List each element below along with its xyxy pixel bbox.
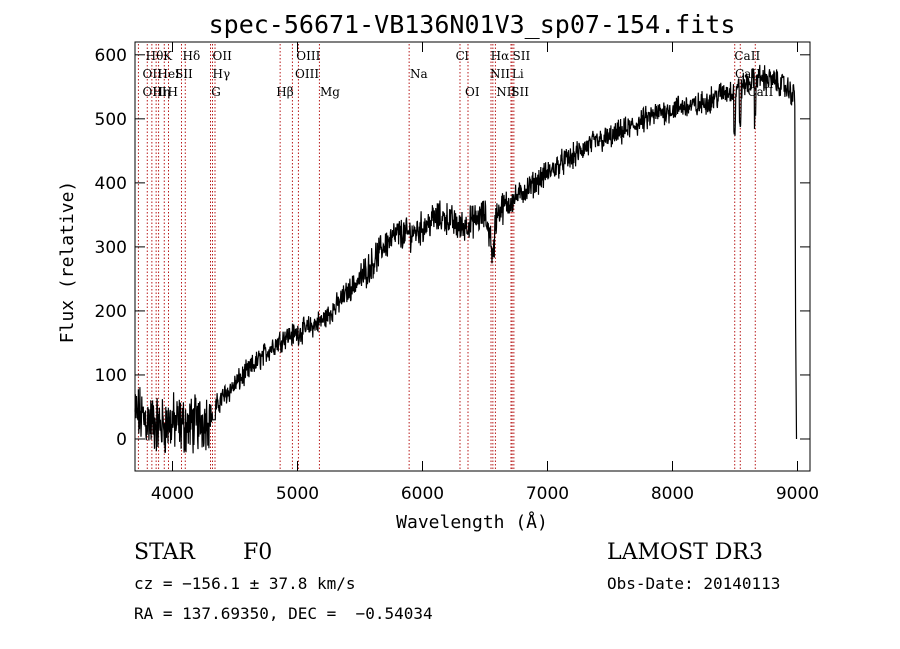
- line-marker-label: G: [211, 85, 221, 99]
- survey-name: LAMOST DR3: [607, 540, 763, 565]
- y-axis-ticks: 0 100 200 300 400 500 600: [95, 46, 810, 450]
- line-marker-label: OIII: [143, 85, 167, 99]
- ra-dec-coordinates: RA = 137.69350, DEC = −0.54034: [134, 604, 433, 623]
- line-marker-label: Li: [512, 67, 524, 81]
- line-marker-label: OI: [465, 85, 480, 99]
- line-marker-label: Hθ: [146, 49, 164, 63]
- redshift-velocity: cz = −156.1 ± 37.8 km/s: [134, 574, 356, 593]
- x-tick-label: 8000: [651, 484, 694, 504]
- plot-frame: [134, 41, 811, 472]
- y-tick-label: 100: [95, 366, 127, 386]
- y-tick-label: 500: [95, 110, 127, 130]
- x-tick-label: 4000: [151, 484, 194, 504]
- x-tick-label: 5000: [276, 484, 319, 504]
- line-marker-label: H: [168, 85, 178, 99]
- y-tick-label: 0: [116, 430, 127, 450]
- y-tick-label: 300: [95, 238, 127, 258]
- x-tick-label: 7000: [526, 484, 569, 504]
- x-axis-label: Wavelength (Å): [396, 511, 548, 533]
- line-marker-label: Hδ: [183, 49, 201, 63]
- line-marker-label: Mg: [320, 85, 340, 99]
- y-axis-label: Flux (relative): [57, 181, 78, 344]
- x-tick-label: 9000: [776, 484, 819, 504]
- x-tick-label: 6000: [401, 484, 444, 504]
- line-marker-label: Hβ: [276, 85, 293, 99]
- line-marker-label: NII: [496, 85, 516, 99]
- x-axis-ticks: 4000 5000 6000 7000 8000 9000: [151, 42, 819, 504]
- line-marker-label: K: [163, 49, 173, 63]
- spectrum-line: [134, 64, 798, 454]
- line-marker-label: Hη: [153, 85, 171, 99]
- line-marker-label: Cl: [456, 49, 469, 63]
- y-tick-label: 600: [95, 46, 127, 66]
- line-marker-label: OII: [143, 67, 163, 81]
- line-marker-label: OII: [213, 49, 233, 63]
- line-marker-label: SII: [175, 67, 193, 81]
- line-marker-label: Hα: [491, 49, 510, 63]
- y-tick-label: 200: [95, 302, 127, 322]
- chart-title: spec-56671-VB136N01V3_sp07-154.fits: [209, 10, 736, 39]
- emission-line-markers: [137, 44, 756, 471]
- line-marker-label: SII: [511, 85, 529, 99]
- y-tick-label: 400: [95, 174, 127, 194]
- line-marker-label: OIII: [295, 67, 319, 81]
- line-marker-label: NII: [490, 67, 510, 81]
- object-class: STAR: [134, 540, 195, 565]
- object-subclass: F0: [243, 540, 273, 565]
- line-marker-label: OIII: [296, 49, 320, 63]
- line-marker-label: Na: [410, 67, 428, 81]
- line-marker-label: HeI: [158, 67, 181, 81]
- line-marker-label: SII: [513, 49, 531, 63]
- line-marker-label: Hγ: [213, 67, 231, 81]
- observation-date: Obs-Date: 20140113: [607, 574, 781, 593]
- line-marker-label: CaII: [734, 49, 760, 63]
